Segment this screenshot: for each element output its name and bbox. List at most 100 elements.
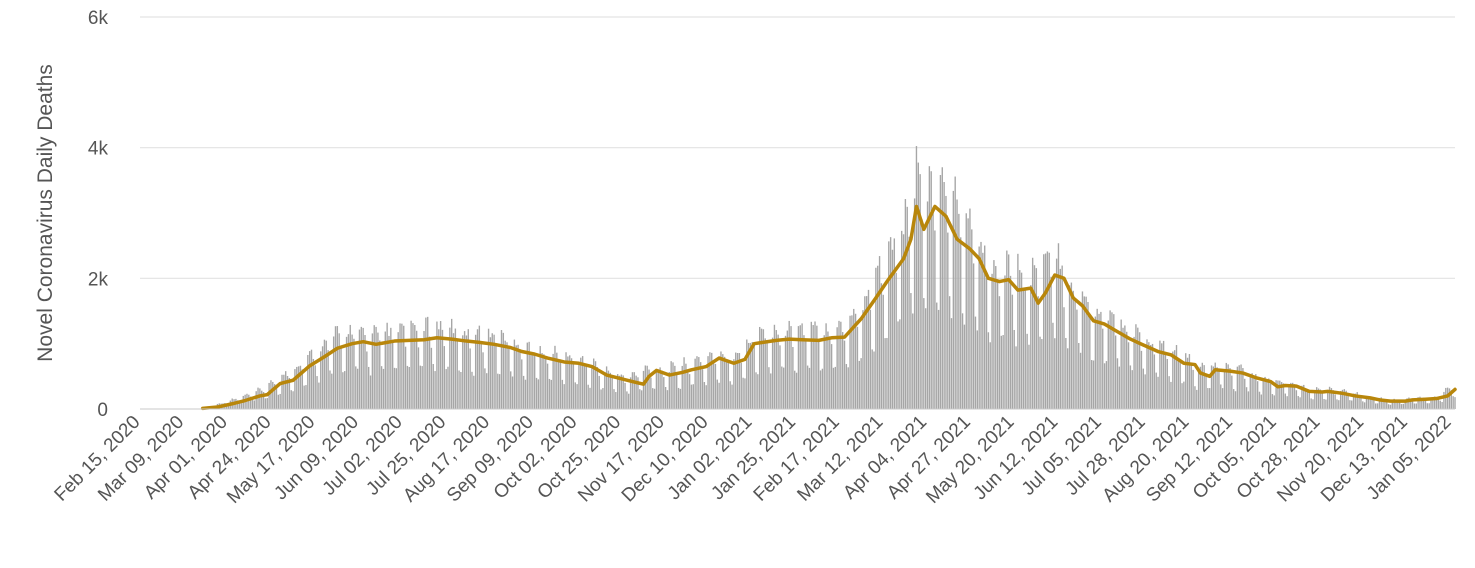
daily-bar xyxy=(279,393,281,409)
daily-bar xyxy=(847,367,849,409)
daily-bar xyxy=(757,374,759,409)
daily-bar xyxy=(1078,343,1080,409)
daily-bar xyxy=(1061,265,1063,409)
daily-bar xyxy=(1168,376,1170,409)
daily-bar xyxy=(1288,384,1290,409)
daily-bar xyxy=(694,358,696,409)
daily-bar xyxy=(1028,344,1030,409)
daily-bar xyxy=(637,377,639,409)
daily-bar xyxy=(355,366,357,409)
daily-bar xyxy=(746,339,748,409)
daily-bar xyxy=(995,266,997,409)
daily-bar xyxy=(358,329,361,409)
daily-bar xyxy=(406,365,409,409)
daily-bar xyxy=(253,400,256,409)
daily-bar xyxy=(1039,336,1041,409)
daily-bar xyxy=(1197,367,1200,409)
daily-bar xyxy=(948,296,951,409)
daily-bar xyxy=(522,375,525,409)
daily-bar xyxy=(456,339,458,409)
daily-bar xyxy=(1153,354,1156,409)
daily-bar xyxy=(690,384,693,409)
daily-bar xyxy=(320,351,322,409)
daily-bar xyxy=(629,377,632,409)
daily-bar xyxy=(779,345,781,409)
daily-bar xyxy=(1081,291,1084,409)
daily-bar xyxy=(1380,397,1382,409)
daily-bar xyxy=(240,403,243,409)
daily-bar xyxy=(1260,394,1263,409)
daily-bar xyxy=(1325,399,1327,409)
daily-bar xyxy=(462,335,464,409)
daily-bar xyxy=(1004,275,1006,409)
daily-bar xyxy=(771,337,774,409)
daily-bar xyxy=(1234,391,1237,409)
daily-bar xyxy=(454,328,457,409)
daily-bar xyxy=(1046,251,1049,409)
daily-bar xyxy=(1067,348,1069,409)
daily-bar xyxy=(1362,401,1364,409)
daily-bar xyxy=(1212,366,1215,409)
daily-bar xyxy=(294,369,296,409)
daily-bar xyxy=(1437,398,1440,409)
daily-bar xyxy=(1428,403,1430,409)
daily-bar xyxy=(626,391,628,409)
daily-bar xyxy=(559,359,562,409)
daily-bar xyxy=(854,313,857,409)
daily-bar xyxy=(1284,393,1287,409)
daily-bar xyxy=(1074,299,1076,409)
daily-bar xyxy=(1247,391,1250,409)
daily-bar xyxy=(827,331,829,409)
daily-bar xyxy=(1129,365,1132,409)
daily-bar xyxy=(1048,252,1050,409)
daily-bar xyxy=(386,322,388,409)
daily-bar xyxy=(275,385,278,409)
daily-bar xyxy=(806,365,809,409)
daily-bar xyxy=(1286,396,1288,409)
daily-bar xyxy=(1275,380,1277,409)
daily-bar xyxy=(423,331,425,409)
daily-bar xyxy=(1011,294,1014,409)
daily-bar xyxy=(288,377,291,409)
daily-bar xyxy=(786,330,789,409)
daily-bar xyxy=(655,369,658,409)
daily-bar xyxy=(368,366,370,409)
daily-bar xyxy=(910,293,912,409)
daily-bar xyxy=(699,362,702,409)
daily-bar xyxy=(913,198,916,409)
daily-bar xyxy=(688,374,691,409)
daily-bar xyxy=(473,375,475,409)
daily-bar xyxy=(1185,353,1187,409)
daily-bar xyxy=(725,359,728,409)
daily-bar xyxy=(738,353,741,409)
daily-bar xyxy=(366,351,368,409)
daily-bar xyxy=(1227,364,1229,409)
daily-bar xyxy=(744,378,746,409)
daily-bar xyxy=(622,375,624,409)
daily-bar xyxy=(1126,331,1128,409)
daily-bar xyxy=(1271,394,1274,409)
daily-bar xyxy=(403,325,405,409)
daily-bar xyxy=(1384,400,1386,409)
daily-bar xyxy=(1443,391,1445,409)
daily-bar xyxy=(698,357,700,409)
daily-bar xyxy=(768,367,770,409)
daily-bar xyxy=(1142,368,1144,409)
daily-bar xyxy=(1347,393,1349,409)
daily-bar xyxy=(707,356,709,409)
daily-bar xyxy=(438,329,440,409)
y-axis-label: Novel Coronavirus Daily Deaths xyxy=(34,64,57,362)
daily-bar xyxy=(993,260,995,409)
daily-bar xyxy=(1079,352,1082,409)
daily-bar xyxy=(856,326,859,409)
daily-bar xyxy=(1155,372,1157,409)
daily-bar xyxy=(1386,400,1388,409)
daily-bar xyxy=(1059,268,1061,409)
daily-bar xyxy=(578,362,580,409)
daily-bar xyxy=(1223,370,1226,409)
daily-bar xyxy=(1009,275,1012,409)
daily-bar xyxy=(816,325,818,409)
daily-bar xyxy=(345,336,348,409)
daily-bar xyxy=(404,346,407,409)
daily-bar xyxy=(1210,365,1213,409)
